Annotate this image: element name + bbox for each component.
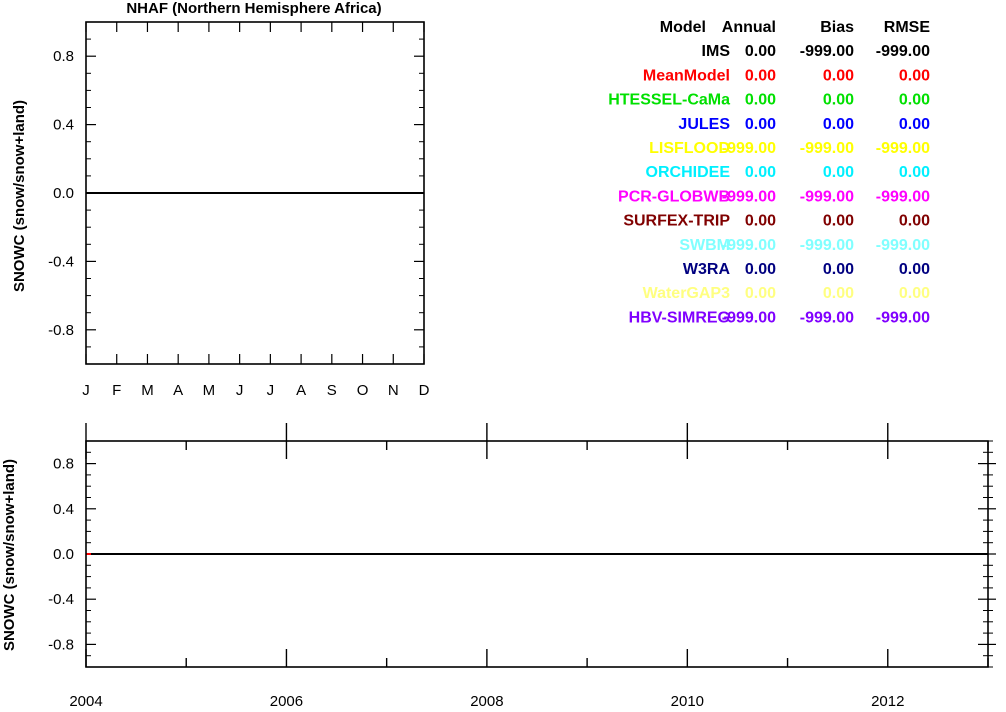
bottom-y-tick-label: 0.4 [53,501,74,518]
stats-value-cell: 0.00 [823,261,854,278]
top-x-tick-label: D [419,382,430,399]
bottom-axis-ticks: 0.8 0.4 0.0 -0.4 -0.8 2004 2006 2008 2010 2012 [48,423,996,710]
top-y-tick-label: 0.4 [53,117,74,134]
stats-value-cell: 0.00 [745,285,776,302]
stats-value-cell: -999.00 [876,43,930,60]
top-chart-title: NHAF (Northern Hemisphere Africa) [126,0,381,17]
stats-model-name: W3RA [683,261,731,278]
stats-value-cell: -999.00 [722,237,776,254]
top-x-tick-label: M [141,382,154,399]
stats-value-cell: 0.00 [823,285,854,302]
stats-value-cell: -999.00 [800,188,854,205]
stats-value-cell: -999.00 [722,140,776,157]
bottom-x-tick-label: 2010 [671,693,704,710]
stats-model-name: SWBM [679,237,730,254]
stats-value-cell: 0.00 [745,43,776,60]
bottom-x-tick-label: 2004 [69,693,102,710]
top-x-tick-label: O [357,382,369,399]
top-x-tick-label: N [388,382,399,399]
top-plot-frame [85,21,425,365]
top-x-tick-label: M [203,382,216,399]
top-x-tick-label: J [236,382,244,399]
bottom-y-tick-label: -0.8 [48,636,74,653]
stats-header-cell: Bias [820,19,854,36]
top-x-tick-label: J [82,382,90,399]
stats-value-cell: 0.00 [745,116,776,133]
stats-value-cell: -999.00 [876,309,930,326]
stats-value-cell: -999.00 [800,309,854,326]
stats-value-cell: 0.00 [745,164,776,181]
stats-value-cell: 0.00 [899,67,930,84]
top-x-tick-label: J [267,382,275,399]
top-y-axis-label: SNOWC (snow/snow+land) [11,100,28,292]
stats-value-cell: -999.00 [800,43,854,60]
stats-value-cell: -999.00 [876,237,930,254]
stats-model-name: LISFLOOD [649,140,730,157]
bottom-y-tick-label: -0.4 [48,591,74,608]
stats-value-cell: -999.00 [800,237,854,254]
top-y-tick-label: -0.4 [48,253,74,270]
bottom-x-tick-label: 2008 [470,693,503,710]
stats-value-cell: 0.00 [899,164,930,181]
stats-value-cell: 0.00 [899,261,930,278]
stats-value-cell: 0.00 [745,67,776,84]
stats-value-cell: 0.00 [823,67,854,84]
stats-value-cell: 0.00 [899,116,930,133]
bottom-y-axis-label: SNOWC (snow/snow+land) [1,459,18,651]
stats-model-name: ORCHIDEE [646,164,731,181]
stats-header-cell: Annual [722,19,776,36]
bottom-x-tick-label: 2012 [871,693,904,710]
stats-table: Model Annual Bias RMSE IMS 0.00 -999.00 -999.00… [608,19,930,326]
top-y-tick-label: -0.8 [48,322,74,339]
stats-value-cell: -999.00 [722,188,776,205]
stats-value-cell: -999.00 [876,188,930,205]
bottom-x-tick-label: 2006 [270,693,303,710]
stats-value-cell: 0.00 [899,213,930,230]
stats-model-name: WaterGAP3 [643,285,731,302]
bottom-y-tick-label: 0.0 [53,546,74,563]
top-y-tick-label: 0.8 [53,48,74,65]
stats-value-cell: 0.00 [823,164,854,181]
stats-header-cell: Model [660,19,706,36]
stats-value-cell: 0.00 [823,213,854,230]
top-x-tick-label: A [296,382,306,399]
stats-value-cell: 0.00 [745,261,776,278]
stats-model-name: MeanModel [643,67,730,84]
stats-model-name: SURFEX-TRIP [623,213,730,230]
stats-value-cell: -999.00 [800,140,854,157]
stats-value-cell: -999.00 [876,140,930,157]
stats-value-cell: 0.00 [823,116,854,133]
stats-header-cell: RMSE [884,19,931,36]
stats-model-name: PCR-GLOBWB [618,188,730,205]
top-x-tick-label: S [327,382,337,399]
stats-model-name: HTESSEL-CaMa [608,92,730,109]
top-x-tick-label: F [112,382,121,399]
stats-model-name: HBV-SIMREG [629,309,730,326]
stats-value-cell: -999.00 [722,309,776,326]
stats-value-cell: 0.00 [823,92,854,109]
stats-model-name: IMS [702,43,731,60]
stats-value-cell: 0.00 [745,213,776,230]
top-x-tick-label: A [173,382,183,399]
stats-model-name: JULES [678,116,730,133]
top-axis-ticks: 0.8 0.4 0.0 -0.4 -0.8 J F M A M J J A S O N D [48,21,430,399]
top-y-tick-label: 0.0 [53,185,74,202]
stats-value-cell: 0.00 [745,92,776,109]
bottom-y-tick-label: 0.8 [53,456,74,473]
monthly-climatology-panel: NHAF (Northern Hemisphere Africa) SNOWC … [11,0,430,399]
timeseries-panel: SNOWC (snow/snow+land) 0.8 0.4 0.0 -0.4 -0.8… [1,423,996,710]
stats-value-cell: 0.00 [899,92,930,109]
bottom-plot-frame [85,440,989,668]
stats-value-cell: 0.00 [899,285,930,302]
